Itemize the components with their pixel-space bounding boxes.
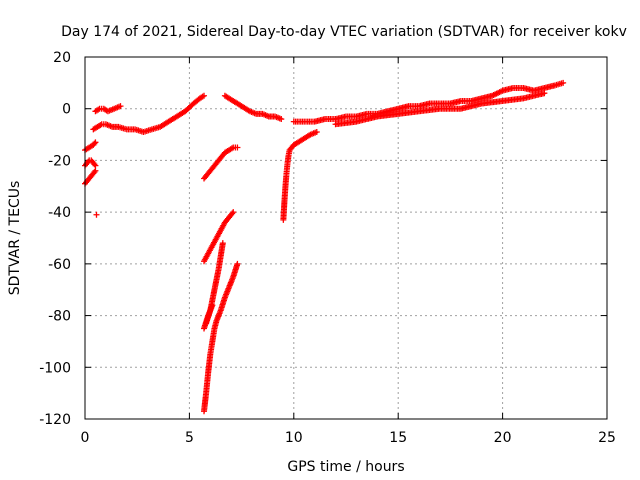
data-point-fill — [276, 115, 283, 122]
data-point — [92, 167, 99, 174]
data-point-fill — [213, 319, 220, 326]
x-tick-label: 25 — [598, 430, 616, 446]
data-point-fill — [215, 157, 222, 164]
data-point-fill — [207, 167, 214, 174]
data-point-fill — [223, 216, 230, 223]
series-afternoon-evening — [290, 79, 567, 128]
data-point-fill — [221, 295, 228, 302]
y-axis-label: SDTVAR / TECUs — [7, 181, 23, 296]
data-point-fill — [199, 93, 206, 100]
data-point-fill — [194, 97, 201, 104]
data-point-fill — [219, 241, 226, 248]
series-midday-low-2 — [201, 260, 241, 415]
data-point-fill — [109, 106, 116, 113]
y-tick-label: -20 — [48, 153, 71, 169]
y-tick-label: -120 — [39, 412, 71, 428]
data-points — [82, 79, 567, 415]
data-point-fill — [97, 122, 104, 129]
data-point-fill — [115, 103, 122, 110]
data-point-fill — [91, 161, 98, 168]
data-point-fill — [228, 145, 235, 152]
data-point-fill — [95, 106, 102, 113]
data-point-fill — [539, 90, 546, 97]
data-point-fill — [208, 303, 215, 310]
data-point-fill — [217, 308, 224, 315]
series-midday-upper — [221, 92, 285, 123]
data-point-fill — [225, 285, 232, 292]
data-point-fill — [203, 172, 210, 179]
data-point-fill — [487, 93, 494, 100]
data-point-fill — [216, 228, 223, 235]
y-tick-labels: -120 -100 -80 -60 -40 -20 0 20 — [39, 50, 71, 428]
data-point-fill — [212, 236, 219, 243]
data-point-fill — [188, 102, 195, 109]
x-tick-labels: 0 5 10 15 20 25 — [81, 430, 616, 446]
x-tick-label: 15 — [389, 430, 407, 446]
series-midday-mid — [201, 144, 241, 182]
data-point-fill — [539, 85, 546, 92]
x-tick-label: 5 — [185, 430, 194, 446]
data-point-fill — [91, 169, 98, 176]
axis-ticks — [84, 56, 608, 420]
data-point-fill — [204, 314, 211, 321]
data-point-fill — [91, 140, 98, 147]
data-point-fill — [211, 327, 218, 334]
x-axis-label: GPS time / hours — [287, 459, 404, 475]
series-drop-near-10 — [280, 128, 320, 223]
data-point-fill — [228, 211, 235, 218]
data-point-fill — [286, 148, 293, 155]
x-tick-label: 10 — [285, 430, 303, 446]
x-tick-label: 0 — [81, 430, 90, 446]
series-morning-arc — [90, 92, 208, 135]
y-tick-label: -60 — [48, 257, 71, 273]
data-point-fill — [147, 126, 154, 133]
data-point-fill — [233, 262, 240, 269]
data-point-fill — [550, 82, 557, 89]
data-point — [92, 162, 99, 169]
data-point-fill — [98, 105, 105, 112]
data-point-fill — [558, 80, 565, 87]
data-point-fill — [232, 144, 239, 151]
chart-title: Day 174 of 2021, Sidereal Day-to-day VTE… — [61, 24, 627, 40]
y-tick-label: 20 — [53, 50, 71, 66]
data-point-fill — [155, 124, 162, 131]
x-tick-label: 20 — [494, 430, 512, 446]
data-point-fill — [219, 152, 226, 159]
data-point-fill — [229, 275, 236, 282]
data-point-fill — [211, 162, 218, 169]
data-point-fill — [208, 244, 215, 251]
y-tick-label: -40 — [48, 205, 71, 221]
y-tick-label: -80 — [48, 309, 71, 325]
data-point-fill — [229, 210, 236, 217]
plot-frame — [84, 56, 608, 420]
data-point-fill — [312, 129, 319, 136]
data-point — [92, 139, 99, 146]
grid-lines — [85, 57, 607, 419]
data-point-fill — [477, 95, 484, 102]
data-point — [93, 211, 100, 218]
y-tick-label: 0 — [62, 102, 71, 118]
data-point-fill — [498, 88, 505, 95]
data-point-fill — [204, 252, 211, 259]
y-tick-label: -100 — [39, 360, 71, 376]
